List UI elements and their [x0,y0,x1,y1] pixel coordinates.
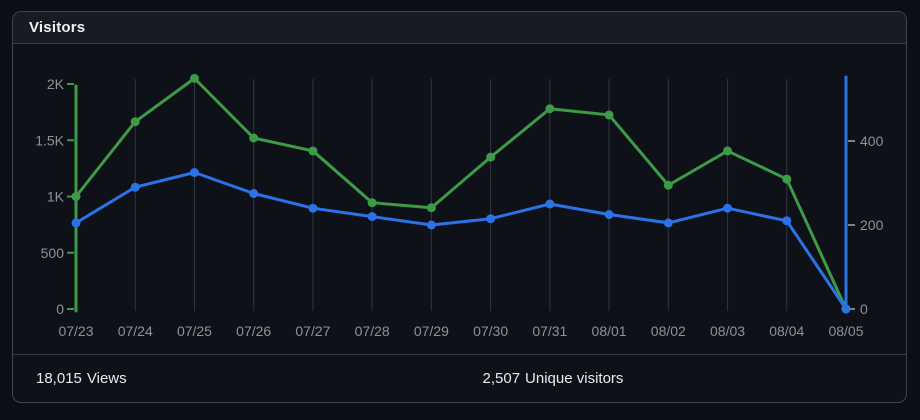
card-title: Visitors [29,19,86,36]
unique-visitors-point[interactable] [308,203,318,213]
views-point[interactable] [249,133,259,143]
x-tick-label: 07/27 [295,323,330,339]
left-axis-tick-label: 1K [47,189,65,205]
unique-visitors-point[interactable] [130,182,140,192]
unique-visitors-point[interactable] [367,212,377,222]
left-axis-tick-label: 0 [56,301,64,317]
views-point[interactable] [308,146,318,156]
views-point[interactable] [130,117,140,127]
unique-visitors-point[interactable] [604,210,614,219]
unique-visitors-point[interactable] [426,220,436,230]
right-axis-tick-label: 400 [860,133,884,149]
left-axis-tick-label: 500 [41,245,65,261]
unique-visitors-point[interactable] [486,214,496,224]
right-axis-tick-label: 0 [860,301,868,317]
views-point[interactable] [367,198,377,208]
unique-visitors-point[interactable] [663,218,673,228]
x-tick-label: 07/25 [177,323,212,339]
views-point[interactable] [486,152,496,162]
x-tick-label: 07/28 [355,323,390,339]
left-axis-tick-label: 1.5K [35,132,64,148]
left-axis-tick-label: 2K [47,76,65,92]
unique-visitors-point[interactable] [841,304,851,314]
visitors-card: Visitors 0 500 1K 1.5K 2K 0 200 400 07/23 07/24 07… [12,11,907,403]
unique-visitors-point[interactable] [71,218,81,228]
x-tick-label: 08/04 [769,323,804,339]
views-point[interactable] [426,203,436,213]
x-tick-label: 07/26 [236,323,271,339]
line-chart-svg: 0 500 1K 1.5K 2K 0 200 400 07/23 07/24 07/25 07/26 0… [35,73,884,339]
views-line [74,76,848,311]
views-point[interactable] [545,104,555,114]
unique-visitors-stat: 2,507 Unique visitors [460,370,907,387]
visitors-chart: 0 500 1K 1.5K 2K 0 200 400 07/23 07/24 07/25 07/26 0… [13,44,906,354]
views-label: Views [86,370,127,387]
x-tick-label: 08/05 [828,323,863,339]
views-point[interactable] [189,73,199,83]
right-axis-tick-label: 200 [860,217,884,233]
unique-visitors-point[interactable] [189,168,199,177]
x-tick-label: 08/02 [651,323,686,339]
unique-visitors-value: 2,507 [482,370,521,387]
x-tick-label: 08/01 [592,323,627,339]
views-point[interactable] [663,180,673,190]
unique-visitors-label: Unique visitors [525,370,624,387]
card-footer: 18,015 Views 2,507 Unique visitors [13,354,906,402]
x-tick-label: 07/24 [118,323,153,339]
unique-visitors-point[interactable] [723,203,733,213]
unique-visitors-line [74,171,848,311]
views-value: 18,015 [36,370,82,387]
x-tick-label: 07/23 [58,323,93,339]
unique-visitors-point[interactable] [249,189,259,198]
views-point[interactable] [782,174,792,184]
unique-visitors-point[interactable] [782,216,792,226]
views-stat: 18,015 Views [13,370,460,387]
views-point[interactable] [723,146,733,156]
x-tick-label: 08/03 [710,323,745,339]
x-tick-label: 07/30 [473,323,508,339]
views-point[interactable] [71,192,81,201]
unique-visitors-point[interactable] [545,199,555,209]
x-tick-label: 07/31 [532,323,567,339]
card-header: Visitors [13,12,906,44]
x-tick-label: 07/29 [414,323,449,339]
views-point[interactable] [604,110,614,120]
